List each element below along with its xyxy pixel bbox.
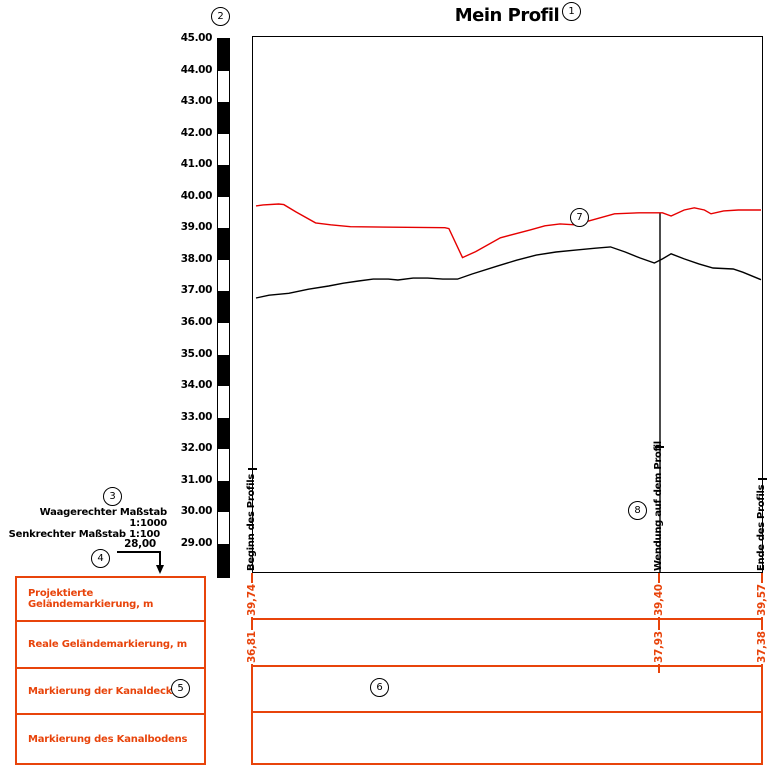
legend-row-label: Markierung des Kanalbodens (28, 733, 188, 745)
scale-segment (218, 291, 229, 324)
scale-tick-label: 30.00 (180, 505, 213, 518)
callout-circle: 5 (171, 679, 190, 698)
scale-segment (218, 228, 229, 260)
scale-tick-label: 31.00 (180, 473, 213, 486)
station-line (251, 573, 253, 673)
callout-circle: 1 (562, 2, 581, 21)
legend-row: Markierung der Kanaldecke (17, 667, 204, 713)
scale-segment (218, 480, 229, 513)
scale-segment (218, 449, 229, 481)
scale-tick-label: 44.00 (180, 63, 213, 76)
scale-tick-label: 29.00 (180, 536, 213, 549)
legend-row: Markierung des Kanalbodens (17, 713, 204, 763)
scale-tick-label: 34.00 (180, 379, 213, 392)
station-label: Wendung auf dem Profil (653, 441, 664, 571)
scale-segment (218, 39, 229, 71)
band-separator (253, 711, 761, 713)
callout-circle: 3 (103, 487, 122, 506)
legend-row: Reale Geländemarkierung, m (17, 620, 204, 667)
station-label-tick (758, 478, 767, 481)
scale-segment (218, 102, 229, 134)
scale-tick-label: 42.00 (180, 126, 213, 139)
station-label-tick (248, 467, 257, 470)
scale-segment (218, 386, 229, 418)
page-title: Mein Profil (454, 5, 560, 26)
callout-circle: 6 (370, 678, 389, 697)
scale-tick-label: 35.00 (180, 347, 213, 360)
scale-segment (218, 259, 229, 292)
station-value: 36,81 (246, 630, 258, 664)
legend-row-label: Reale Geländemarkierung, m (28, 639, 187, 650)
scale-tick-label: 40.00 (180, 189, 213, 202)
callout-circle: 8 (628, 501, 647, 520)
chart-plot-area (252, 36, 763, 573)
scale-tick-label: 43.00 (180, 95, 213, 108)
callout-circle: 2 (211, 7, 230, 26)
scale-segment (218, 133, 229, 166)
datum-leader-line (117, 551, 161, 553)
datum-arrow-icon (156, 565, 164, 574)
station-line (658, 573, 660, 673)
scale-tick-label: 33.00 (180, 410, 213, 423)
scale-segment (218, 196, 229, 229)
station-value: 39,74 (246, 583, 258, 617)
datum-label: 28,00 (124, 538, 156, 550)
callout-circle: 7 (570, 208, 589, 227)
scale-tick-label: 39.00 (180, 221, 213, 234)
value-band (251, 573, 763, 765)
legend-row: Projektierte Geländemarkierung, m (17, 578, 204, 620)
elevation-scale-bar (217, 38, 230, 578)
callout-circle: 4 (91, 549, 110, 568)
station-label-tick (655, 446, 664, 449)
profile-line-projected (255, 203, 761, 259)
scale-segment (218, 543, 229, 577)
scale-segment (218, 354, 229, 387)
legend-row-label: Markierung der Kanaldecke (28, 685, 179, 697)
scale-tick-label: 45.00 (180, 32, 213, 44)
scale-segment (218, 70, 229, 103)
scale-tick-label: 37.00 (180, 284, 213, 297)
station-label: Beginn des Profils (246, 474, 257, 571)
station-value: 37,38 (756, 630, 768, 664)
legend-row-label: Projektierte Geländemarkierung, m (28, 588, 154, 610)
band-separator (253, 618, 761, 620)
station-value: 39,57 (756, 583, 768, 617)
scale-segment (218, 323, 229, 355)
band-separator (253, 665, 761, 667)
station-value: 39,40 (653, 583, 665, 617)
profile-line-real (255, 246, 762, 299)
station-label: Ende des Profils (756, 484, 767, 571)
scale-segment (218, 165, 229, 197)
horizontal-scale-note: Waagerechter Maßstab 1:1000 (39, 507, 168, 529)
scale-tick-label: 38.00 (180, 252, 213, 265)
scale-tick-label: 41.00 (180, 158, 213, 171)
scale-tick-label: 32.00 (180, 442, 213, 455)
station-value: 37,93 (653, 630, 665, 664)
scale-tick-label: 36.00 (180, 316, 213, 329)
vertical-scale-note: Senkrechter Maßstab 1:100 (8, 529, 161, 540)
datum-leader-line (159, 551, 161, 567)
legend-table: Projektierte Geländemarkierung, m Reale G… (15, 576, 206, 765)
station-line (761, 573, 763, 673)
profile-lines-canvas (255, 203, 762, 572)
scale-segment (218, 417, 229, 450)
scale-segment (218, 512, 229, 544)
